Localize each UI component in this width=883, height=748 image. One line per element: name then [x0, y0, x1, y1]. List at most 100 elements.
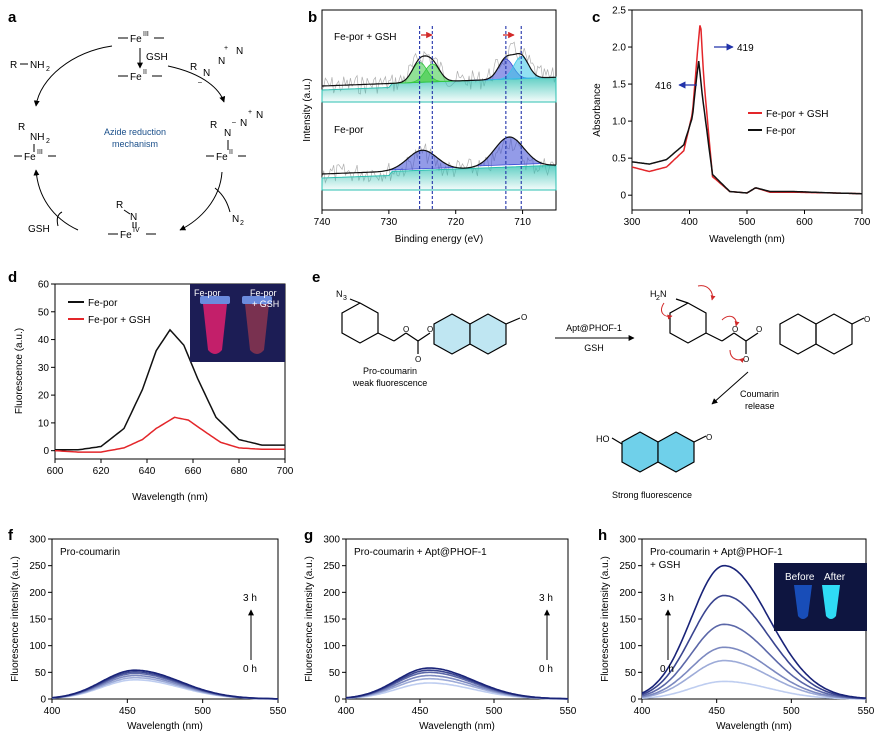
panel-c-ytick-label: 0.5 [612, 154, 626, 165]
fe2-right-sup: II [229, 149, 233, 156]
inset-label-right-1: Fe-por [250, 288, 277, 298]
panel-d-ytick-label: 40 [38, 335, 50, 346]
panel-h-labels: h Pro-coumarin + Apt@PHOF-1 + GSH 3 h 0 … [598, 527, 867, 675]
panel-f-xtick-label: 550 [270, 706, 287, 717]
panel-h-series-line [641, 564, 867, 699]
o-2: O [427, 325, 433, 334]
pro-coumarin-label-1: Pro-coumarin [363, 366, 417, 376]
panel-c-ytick-label: 2.0 [612, 43, 626, 54]
panel-c-xtick-label: 300 [624, 217, 641, 228]
bond [675, 298, 689, 304]
panel-f-xlabel: Wavelength (nm) [127, 721, 203, 732]
panel-g-xtick-label: 500 [486, 706, 503, 717]
panel-h-title-2: + GSH [650, 560, 680, 571]
panel-b-xlabel: Binding energy (eV) [395, 234, 483, 245]
panel-g-label: g [304, 527, 313, 544]
azide-n3: N [236, 46, 243, 57]
fe2-right: Fe [216, 152, 228, 163]
panel-b-frame [321, 9, 557, 211]
o-1: O [403, 325, 409, 334]
panel-g-xlabel: Wavelength (nm) [419, 721, 495, 732]
n-bottom: N [130, 212, 137, 223]
panel-c-xtick-label: 600 [796, 217, 813, 228]
panel-f-ytick-label: 150 [29, 615, 46, 626]
panel-g-series-line [345, 674, 568, 700]
azide-plus: + [224, 45, 228, 52]
panel-d-frame [54, 283, 286, 460]
panel-d-ytick-label: 50 [38, 307, 50, 318]
reagent-bottom: GSH [584, 343, 604, 353]
bond [377, 332, 395, 342]
panel-f-labels: f Pro-coumarin 3 h 0 h [8, 527, 257, 675]
h2n-sub: 2 [656, 295, 660, 302]
o-8: O [864, 315, 870, 324]
panel-g-series-line [345, 667, 569, 700]
panel-h-series-line [641, 623, 867, 700]
panel-f-xtick-label: 500 [194, 706, 211, 717]
panel-b: b 740 730 720 710 Fe-por + GSH Fe-por Inten… [302, 9, 557, 245]
panel-c-xlabel: Wavelength (nm) [709, 234, 785, 245]
tube-cap-left [200, 296, 230, 304]
r-azide: R [190, 62, 197, 73]
photo-inset-d: Fe-por Fe-por + GSH [190, 284, 285, 362]
o-7: O [743, 355, 749, 364]
panel-f-ytick-label: 300 [29, 535, 46, 546]
nh2-left: NH [30, 132, 44, 143]
panel-h-ytick-label: 0 [630, 695, 636, 706]
panel-d-ytick-label: 30 [38, 363, 50, 374]
mechanism-title-2: mechanism [112, 139, 158, 149]
panel-f-ytick-label: 0 [40, 695, 46, 706]
release-label-1: Coumarin [740, 389, 779, 399]
panel-f-plot: 400 450 500 550 0 50 100 150 200 250 300 Wavelength… [10, 535, 287, 733]
panel-g-ytick-label: 200 [323, 588, 340, 599]
panel-h-series-line [641, 659, 866, 700]
o-6: O [756, 325, 762, 334]
coumarin-ring-1 [433, 313, 471, 355]
n2-label: N [232, 214, 239, 225]
tube-after [822, 585, 840, 619]
panel-d-ytick-label: 10 [38, 418, 50, 429]
r-left: R [18, 122, 25, 133]
fe3-left: Fe [24, 152, 36, 163]
panel-h-ytick-label: 50 [625, 668, 637, 679]
panel-b-xtick-label: 730 [381, 217, 398, 228]
tube-cap-right [242, 296, 272, 304]
tube-right [245, 304, 269, 354]
panel-d-xtick-label: 700 [277, 466, 294, 477]
panel-f-ytick-label: 250 [29, 561, 46, 572]
panel-f-frame [51, 538, 279, 700]
panel-f-ylabel: Fluorescence intensity (a.u.) [10, 556, 21, 682]
n3-sub: 3 [343, 295, 347, 302]
r-top-left: R [10, 60, 17, 71]
legend-c-red: Fe-por + GSH [766, 109, 829, 120]
nh2-left-sub: 2 [46, 138, 50, 145]
nh2-sub: 2 [46, 66, 50, 73]
panel-h-ytick-label: 100 [619, 641, 636, 652]
panel-b-xtick-label: 710 [514, 217, 531, 228]
panel-e-label: e [312, 269, 320, 286]
bond [705, 332, 723, 342]
right-n3: N [256, 110, 263, 121]
lactone-carbonyl [505, 317, 521, 325]
panel-c-ylabel: Absorbance [592, 83, 603, 137]
pro-coumarin-label-2: weak fluorescence [352, 378, 428, 388]
panel-c-axes: 300 400 500 600 700 0 0.5 1.0 1.5 2.0 2.5 [612, 6, 871, 229]
panel-h-plot: 400 450 500 550 0 50 100 150 200 250 300 Wavelength… [600, 535, 875, 733]
panel-a: a Fe III GSH Fe II R NH 2 R N N N + – R … [8, 9, 263, 241]
o-3: O [415, 355, 421, 364]
panel-e: e N 3 O O O O Pro-coumarin weak fluoresc… [312, 269, 870, 500]
panel-g-ytick-label: 50 [329, 668, 341, 679]
panel-h-label: h [598, 527, 607, 544]
panel-d-xtick-label: 680 [231, 466, 248, 477]
panel-h-xtick-label: 450 [708, 706, 725, 717]
right-n1: N [224, 128, 231, 139]
inset-before: Before [785, 572, 815, 583]
release-arrow [711, 371, 749, 405]
gsh-top: GSH [146, 52, 168, 63]
panel-h-ytick-label: 150 [619, 615, 636, 626]
azide-n2: N [218, 56, 225, 67]
strong-fluorescence: Strong fluorescence [612, 490, 692, 500]
lactone-carbonyl [851, 317, 865, 325]
xps-fits [321, 53, 557, 191]
panel-d-ytick-label: 60 [38, 280, 50, 291]
